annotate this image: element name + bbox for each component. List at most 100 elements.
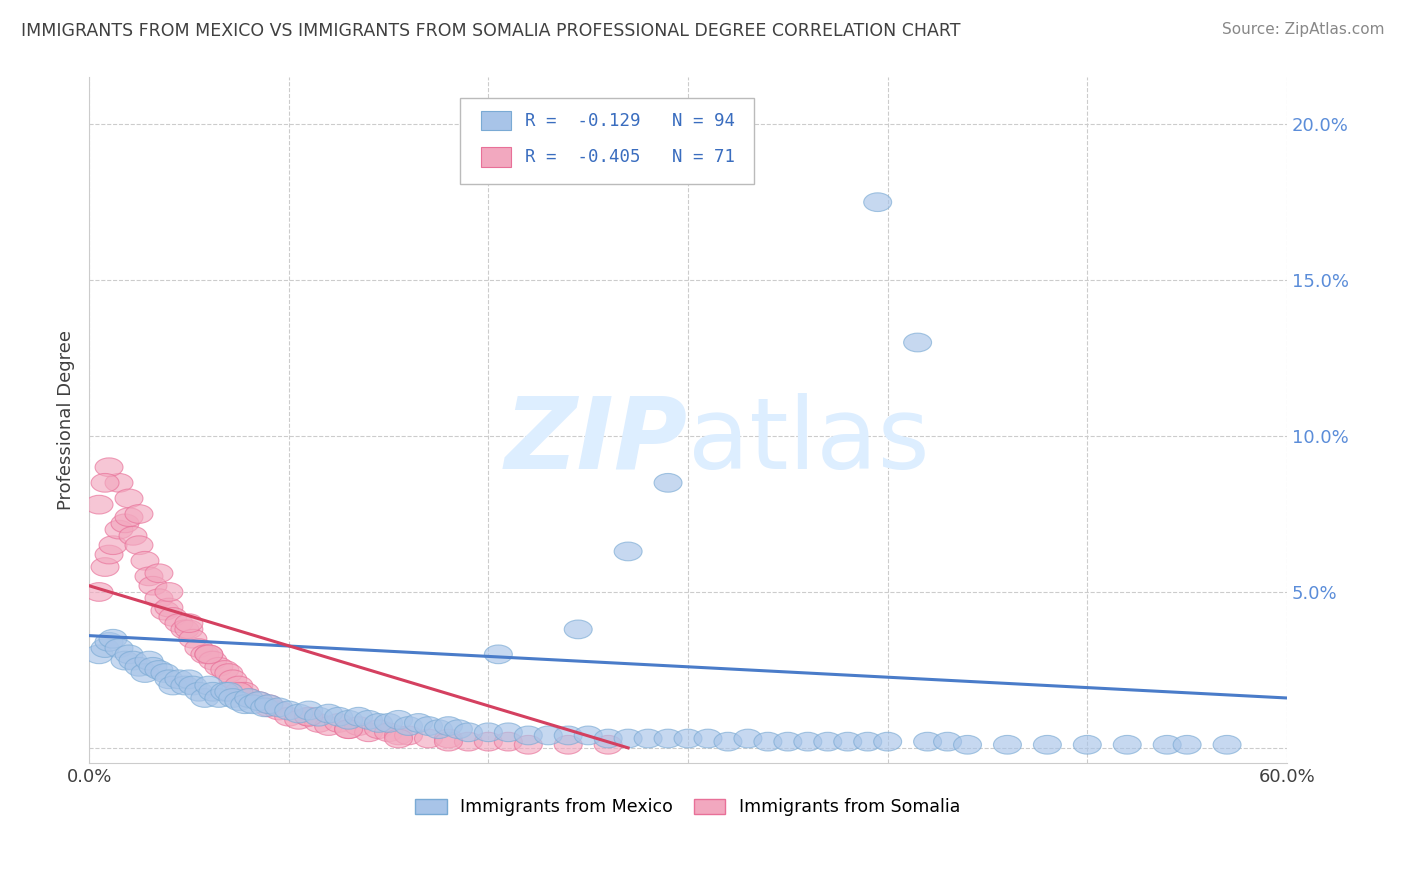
Ellipse shape	[554, 735, 582, 754]
Ellipse shape	[245, 692, 273, 710]
Ellipse shape	[454, 723, 482, 741]
Ellipse shape	[385, 729, 412, 747]
Ellipse shape	[474, 723, 502, 741]
Ellipse shape	[614, 729, 643, 747]
Ellipse shape	[165, 614, 193, 632]
Ellipse shape	[245, 692, 273, 710]
Ellipse shape	[315, 716, 343, 735]
Ellipse shape	[934, 732, 962, 751]
Ellipse shape	[231, 682, 259, 701]
Ellipse shape	[1114, 735, 1142, 754]
Ellipse shape	[179, 676, 207, 695]
Ellipse shape	[405, 714, 433, 732]
Ellipse shape	[211, 661, 239, 680]
Ellipse shape	[1213, 735, 1241, 754]
Ellipse shape	[295, 701, 322, 720]
Ellipse shape	[325, 707, 353, 726]
Ellipse shape	[174, 670, 202, 689]
Ellipse shape	[444, 720, 472, 739]
Ellipse shape	[264, 698, 292, 716]
Ellipse shape	[150, 601, 179, 620]
Ellipse shape	[994, 735, 1021, 754]
Ellipse shape	[91, 474, 120, 492]
Ellipse shape	[415, 716, 443, 735]
Ellipse shape	[145, 564, 173, 582]
Ellipse shape	[534, 726, 562, 745]
Ellipse shape	[159, 676, 187, 695]
Ellipse shape	[135, 651, 163, 670]
Ellipse shape	[139, 657, 167, 676]
Ellipse shape	[96, 458, 122, 476]
Ellipse shape	[914, 732, 942, 751]
Legend: Immigrants from Mexico, Immigrants from Somalia: Immigrants from Mexico, Immigrants from …	[408, 791, 967, 823]
Ellipse shape	[474, 732, 502, 751]
Ellipse shape	[1153, 735, 1181, 754]
Ellipse shape	[834, 732, 862, 751]
Ellipse shape	[225, 692, 253, 710]
Ellipse shape	[595, 735, 621, 754]
Ellipse shape	[172, 676, 198, 695]
Ellipse shape	[485, 645, 512, 664]
Ellipse shape	[1173, 735, 1201, 754]
Ellipse shape	[863, 193, 891, 211]
Ellipse shape	[344, 707, 373, 726]
Ellipse shape	[115, 508, 143, 526]
Ellipse shape	[115, 645, 143, 664]
Ellipse shape	[714, 732, 742, 751]
Ellipse shape	[853, 732, 882, 751]
Ellipse shape	[86, 645, 112, 664]
Text: atlas: atlas	[688, 392, 929, 490]
Ellipse shape	[385, 726, 412, 745]
Ellipse shape	[415, 729, 443, 747]
Ellipse shape	[315, 704, 343, 723]
Ellipse shape	[250, 698, 278, 716]
Text: IMMIGRANTS FROM MEXICO VS IMMIGRANTS FROM SOMALIA PROFESSIONAL DEGREE CORRELATIO: IMMIGRANTS FROM MEXICO VS IMMIGRANTS FRO…	[21, 22, 960, 40]
Ellipse shape	[515, 726, 543, 745]
Ellipse shape	[186, 639, 212, 657]
Ellipse shape	[165, 670, 193, 689]
Ellipse shape	[195, 645, 222, 664]
Ellipse shape	[179, 630, 207, 648]
Ellipse shape	[135, 567, 163, 586]
Ellipse shape	[285, 704, 312, 723]
Ellipse shape	[105, 520, 134, 539]
Ellipse shape	[344, 716, 373, 735]
Ellipse shape	[231, 695, 259, 714]
Ellipse shape	[86, 495, 112, 514]
Ellipse shape	[111, 651, 139, 670]
Ellipse shape	[325, 714, 353, 732]
Ellipse shape	[434, 732, 463, 751]
Ellipse shape	[174, 620, 202, 639]
Ellipse shape	[395, 726, 422, 745]
Ellipse shape	[354, 710, 382, 729]
Ellipse shape	[219, 689, 247, 707]
Ellipse shape	[86, 582, 112, 601]
Ellipse shape	[734, 729, 762, 747]
Ellipse shape	[131, 664, 159, 682]
Ellipse shape	[195, 676, 222, 695]
Ellipse shape	[125, 505, 153, 524]
Ellipse shape	[120, 651, 148, 670]
Text: R =  -0.405   N = 71: R = -0.405 N = 71	[524, 148, 735, 166]
Ellipse shape	[374, 714, 402, 732]
Ellipse shape	[425, 720, 453, 739]
Ellipse shape	[191, 689, 219, 707]
Ellipse shape	[225, 682, 253, 701]
Ellipse shape	[198, 651, 226, 670]
Ellipse shape	[614, 542, 643, 561]
Ellipse shape	[254, 695, 283, 714]
Ellipse shape	[515, 735, 543, 754]
Ellipse shape	[105, 639, 134, 657]
Ellipse shape	[205, 657, 233, 676]
Ellipse shape	[634, 729, 662, 747]
Ellipse shape	[554, 726, 582, 745]
Ellipse shape	[1073, 735, 1101, 754]
Ellipse shape	[111, 514, 139, 533]
Ellipse shape	[150, 664, 179, 682]
Ellipse shape	[91, 558, 120, 576]
Bar	[481, 112, 510, 130]
Ellipse shape	[139, 576, 167, 595]
Ellipse shape	[673, 729, 702, 747]
Ellipse shape	[159, 607, 187, 626]
Ellipse shape	[120, 526, 148, 545]
